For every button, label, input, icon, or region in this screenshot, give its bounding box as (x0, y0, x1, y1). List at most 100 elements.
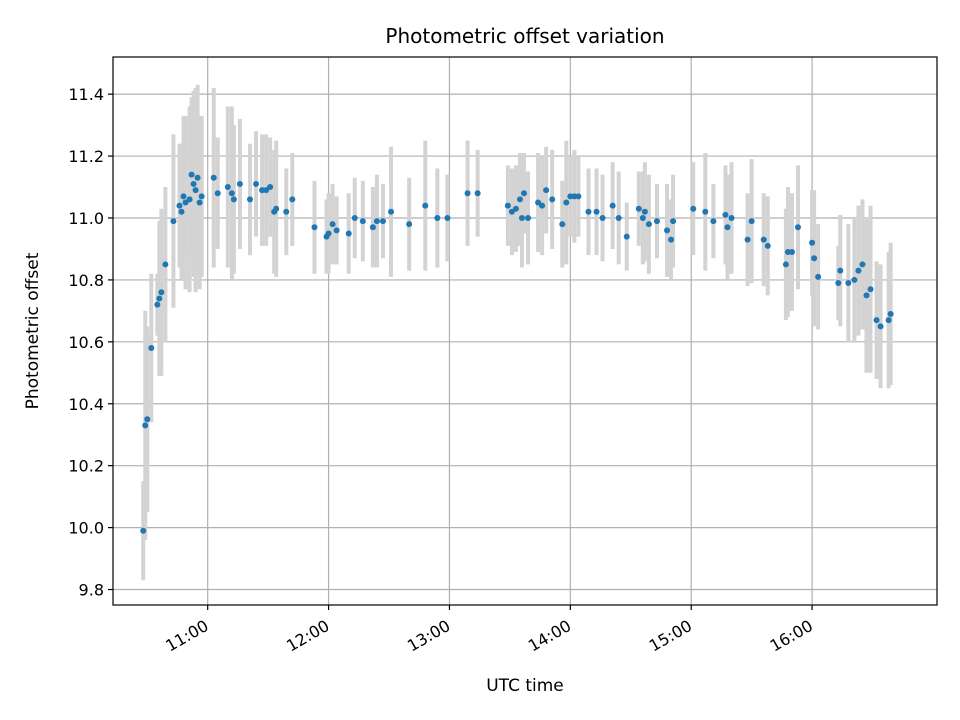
data-point (744, 236, 751, 243)
data-point (369, 224, 376, 231)
data-point (158, 289, 165, 296)
data-point (273, 205, 280, 212)
data-point (373, 218, 380, 225)
data-point (653, 218, 660, 225)
data-point (176, 202, 183, 209)
data-point (178, 208, 185, 215)
data-point (236, 180, 243, 187)
data-point (289, 196, 296, 203)
data-point (198, 193, 205, 200)
error-bars (141, 84, 893, 581)
y-axis-label: Photometric offset (23, 252, 43, 409)
data-point (623, 233, 630, 240)
data-point (710, 218, 717, 225)
y-tick-label: 10.2 (68, 457, 104, 476)
data-point (283, 208, 290, 215)
data-point (877, 323, 884, 330)
data-point (144, 416, 151, 423)
data-point (690, 205, 697, 212)
data-point (599, 214, 606, 221)
data-point (267, 184, 274, 191)
data-point (214, 190, 221, 197)
grid (113, 57, 937, 605)
y-tick-label: 10.0 (68, 519, 104, 538)
x-tick-label: 16:00 (767, 616, 816, 656)
data-point (148, 345, 155, 352)
data-point (887, 310, 894, 317)
data-point (543, 187, 550, 194)
data-point (835, 280, 842, 287)
data-point (837, 267, 844, 274)
y-tick-label: 10.6 (68, 333, 104, 352)
data-point (859, 261, 866, 268)
data-point (549, 196, 556, 203)
data-point (180, 193, 187, 200)
data-point (639, 214, 646, 221)
data-point (434, 214, 441, 221)
data-point (593, 208, 600, 215)
y-tick-label: 11.4 (68, 85, 104, 104)
chart-title: Photometric offset variation (385, 24, 664, 48)
data-point (162, 261, 169, 268)
data-point (512, 205, 519, 212)
data-point (764, 242, 771, 249)
data-point (520, 190, 527, 197)
data-point (188, 171, 195, 178)
data-point (867, 286, 874, 293)
data-point (748, 218, 755, 225)
data-point (668, 236, 675, 243)
data-point (444, 214, 451, 221)
x-tick-label: 13:00 (404, 616, 453, 656)
data-point (504, 202, 511, 209)
data-point (464, 190, 471, 197)
x-tick-label: 14:00 (525, 616, 574, 656)
data-point (635, 205, 642, 212)
data-point (518, 214, 525, 221)
data-point (863, 292, 870, 299)
data-point (156, 295, 163, 302)
data-point (575, 193, 582, 200)
data-point (794, 224, 801, 231)
data-point (325, 230, 332, 237)
x-axis-label: UTC time (486, 676, 564, 696)
data-point (788, 249, 795, 256)
data-point (885, 317, 892, 324)
x-tick-label: 12:00 (283, 616, 332, 656)
data-point (333, 227, 340, 234)
data-point (224, 184, 231, 191)
data-point (345, 230, 352, 237)
data-point (359, 218, 366, 225)
data-point (525, 214, 532, 221)
x-axis-ticks: 11:00 12:00 13:00 14:00 15:00 16:00 (162, 605, 816, 656)
data-point (873, 317, 880, 324)
y-tick-label: 10.4 (68, 395, 104, 414)
data-point (194, 174, 201, 181)
x-tick-label: 11:00 (162, 616, 211, 656)
data-point (516, 196, 523, 203)
data-point (196, 199, 203, 206)
data-point (422, 202, 429, 209)
y-tick-label: 11.0 (68, 209, 104, 228)
data-point (724, 224, 731, 231)
data-point (664, 227, 671, 234)
data-point (815, 273, 822, 280)
data-point (585, 208, 592, 215)
y-tick-label: 9.8 (79, 581, 104, 600)
data-point (351, 214, 358, 221)
data-point (670, 218, 677, 225)
data-point (809, 239, 816, 246)
data-point (539, 202, 546, 209)
data-point (140, 527, 147, 534)
data-point (760, 236, 767, 243)
data-point (851, 276, 858, 283)
data-point (170, 218, 177, 225)
y-tick-label: 10.8 (68, 271, 104, 290)
data-point (855, 267, 862, 274)
data-point (722, 211, 729, 218)
data-point (311, 224, 318, 231)
data-point (474, 190, 481, 197)
data-point (845, 280, 852, 287)
data-point (388, 208, 395, 215)
data-point (210, 174, 217, 181)
